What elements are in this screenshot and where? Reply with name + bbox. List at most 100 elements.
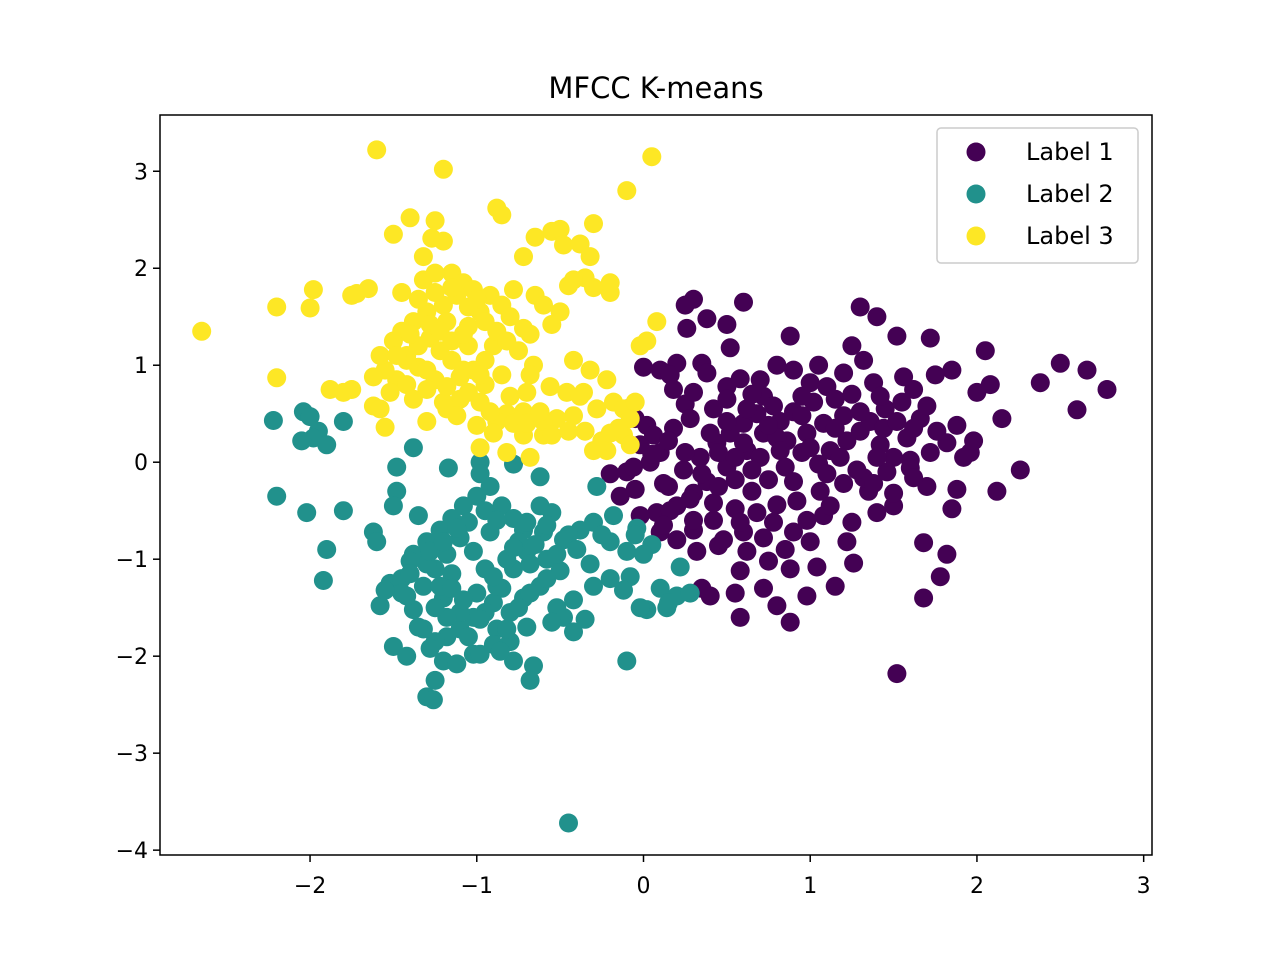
data-point-label-1 <box>854 350 874 370</box>
data-point-label-3 <box>267 297 287 317</box>
data-point-label-2 <box>470 644 490 664</box>
data-point-label-1 <box>837 431 857 451</box>
data-point-label-2 <box>490 641 510 661</box>
legend-label-1: Label 1 <box>1026 138 1114 166</box>
data-point-label-3 <box>192 321 212 341</box>
data-point-label-1 <box>942 360 962 380</box>
data-point-label-2 <box>524 656 543 676</box>
data-point-label-2 <box>442 578 462 598</box>
data-point-label-1 <box>800 438 820 458</box>
data-point-label-2 <box>400 564 420 584</box>
data-point-label-2 <box>580 554 600 574</box>
data-point-label-1 <box>704 510 723 530</box>
data-point-label-3 <box>520 365 540 385</box>
data-point-label-1 <box>750 370 770 390</box>
data-point-label-1 <box>709 443 728 462</box>
data-point-label-2 <box>387 457 407 477</box>
data-point-label-3 <box>303 280 323 300</box>
data-point-label-1 <box>887 664 907 684</box>
data-point-label-3 <box>509 341 528 361</box>
data-point-label-3 <box>525 227 545 247</box>
data-point-label-2 <box>530 467 550 487</box>
data-point-label-1 <box>930 567 950 587</box>
data-point-label-1 <box>847 460 867 480</box>
data-point-label-1 <box>920 443 940 462</box>
data-point-label-3 <box>520 447 540 467</box>
series-3 <box>192 140 667 467</box>
data-point-label-3 <box>442 278 462 298</box>
data-point-label-1 <box>690 447 710 467</box>
data-point-label-2 <box>467 486 487 506</box>
data-point-label-2 <box>630 598 650 618</box>
data-point-label-1 <box>625 479 645 499</box>
data-point-label-1 <box>904 418 924 438</box>
data-point-label-1 <box>980 375 1000 395</box>
data-point-label-1 <box>867 503 887 523</box>
legend-label-2: Label 2 <box>1026 180 1114 208</box>
data-point-label-2 <box>403 438 423 458</box>
data-point-label-1 <box>784 472 803 492</box>
x-tick-label: 0 <box>636 874 650 899</box>
data-point-label-3 <box>580 360 600 380</box>
data-point-label-2 <box>600 569 620 589</box>
data-point-label-1 <box>1097 380 1117 399</box>
data-point-label-1 <box>825 418 845 438</box>
data-point-label-1 <box>660 501 680 521</box>
data-point-label-3 <box>517 382 537 402</box>
data-point-label-3 <box>413 247 433 267</box>
data-point-label-1 <box>720 338 740 358</box>
data-point-label-3 <box>559 276 578 296</box>
data-point-label-1 <box>734 292 753 312</box>
data-point-label-1 <box>867 307 887 327</box>
data-point-label-2 <box>480 477 500 496</box>
ticks-layer: −2 −1 0 1 2 3 −4 −3 −2 −1 0 1 2 3 <box>116 160 1151 899</box>
data-point-label-3 <box>387 346 407 365</box>
data-point-label-2 <box>584 576 603 596</box>
data-point-label-2 <box>617 541 637 561</box>
data-point-label-1 <box>767 355 787 375</box>
data-point-label-2 <box>453 496 473 516</box>
data-point-label-3 <box>587 399 607 419</box>
data-point-label-2 <box>447 518 467 538</box>
data-point-label-3 <box>453 360 473 380</box>
data-point-label-1 <box>1050 353 1070 373</box>
data-point-label-2 <box>453 590 473 610</box>
data-point-label-1 <box>892 392 912 412</box>
data-point-label-2 <box>504 651 523 671</box>
data-point-label-1 <box>942 499 962 519</box>
series-2 <box>263 402 700 833</box>
data-point-label-2 <box>575 609 595 629</box>
data-point-label-3 <box>408 289 428 309</box>
data-point-label-3 <box>417 360 437 380</box>
data-point-label-3 <box>609 418 628 438</box>
data-point-label-1 <box>680 489 700 509</box>
data-point-label-1 <box>717 389 737 409</box>
data-point-label-2 <box>383 496 403 516</box>
data-point-label-1 <box>704 493 723 513</box>
data-point-label-2 <box>497 619 517 639</box>
data-point-label-2 <box>267 486 287 506</box>
data-point-label-1 <box>764 396 783 416</box>
data-point-label-3 <box>392 283 412 302</box>
y-tick-label: 3 <box>134 160 148 185</box>
data-point-label-2 <box>297 503 317 523</box>
data-point-label-2 <box>487 510 507 530</box>
legend-marker-label-2 <box>966 184 986 204</box>
data-point-label-3 <box>397 375 417 395</box>
data-point-label-2 <box>375 580 395 600</box>
data-point-label-3 <box>467 415 487 435</box>
data-point-label-1 <box>687 541 707 561</box>
data-point-label-3 <box>300 298 320 318</box>
data-point-label-2 <box>420 638 440 658</box>
data-point-label-1 <box>747 503 767 523</box>
data-point-label-1 <box>837 532 857 552</box>
data-point-label-3 <box>400 324 420 344</box>
data-point-label-2 <box>520 554 540 574</box>
data-point-label-1 <box>884 483 904 503</box>
data-point-label-3 <box>542 425 562 445</box>
data-point-label-1 <box>780 559 800 579</box>
data-point-label-2 <box>433 532 453 552</box>
plot-frame <box>159 114 1153 856</box>
data-point-label-3 <box>620 435 640 455</box>
data-point-label-2 <box>438 458 458 478</box>
